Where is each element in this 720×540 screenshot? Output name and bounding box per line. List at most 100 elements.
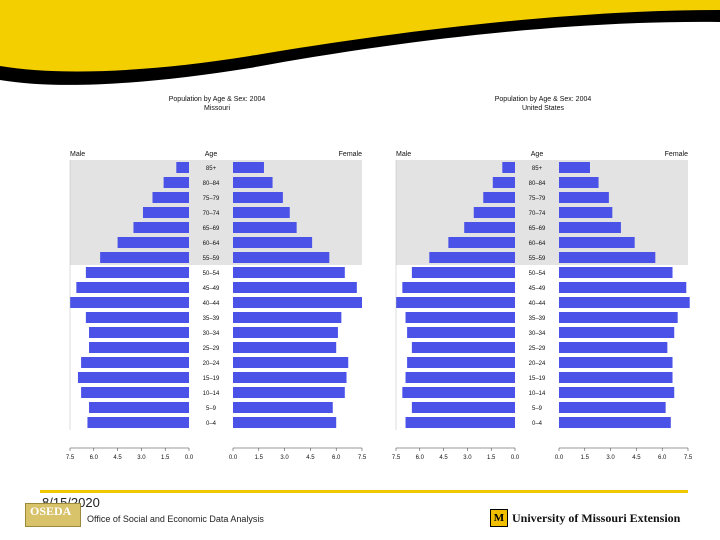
female-bar [559,222,621,233]
age-group-label: 30–34 [529,331,546,337]
older-age-band [396,160,688,265]
male-bar [81,387,189,398]
male-bar [89,327,189,338]
male-bar [176,162,189,173]
female-label: Female [665,151,688,158]
x-tick-label: 7.5 [358,455,367,461]
male-bar [89,342,189,353]
female-bar [233,417,337,428]
x-tick-label: 1.5 [581,455,590,461]
x-tick-label: 3.0 [463,455,472,461]
female-bar [233,402,333,413]
female-bar [233,252,330,263]
chart-title-text: Population by Age & Sex: 2004 [494,96,592,103]
female-bar [233,177,273,188]
university-name: University of Missouri Extension [512,510,681,525]
age-group-label: 65–69 [529,226,546,232]
female-bar [559,327,675,338]
age-group-label: 55–59 [529,256,546,262]
male-bar [429,252,515,263]
male-bar [411,267,515,278]
male-bar [89,402,189,413]
age-label: Age [205,151,218,158]
x-tick-label: 7.5 [66,455,75,461]
male-bar [448,237,515,248]
footer-divider [40,490,688,493]
male-bar [502,162,515,173]
age-group-label: 25–29 [529,346,546,352]
age-group-label: 80–84 [529,181,546,187]
male-bar [402,282,515,293]
age-group-label: 10–14 [529,391,546,397]
x-tick-label: 1.5 [161,455,170,461]
male-bar [402,387,515,398]
female-label: Female [339,151,362,158]
female-bar [233,237,313,248]
male-bar [407,327,515,338]
x-tick-label: 1.5 [255,455,264,461]
age-group-label: 45–49 [529,286,546,292]
age-group-label: 85+ [206,166,217,172]
male-bar [405,417,515,428]
female-bar [559,207,613,218]
male-bar [163,177,189,188]
male-bar [407,357,515,368]
banner-yellow-swoosh [0,0,720,72]
male-bar [100,252,189,263]
male-bar [87,417,189,428]
age-group-label: 55–59 [203,256,220,262]
female-bar [233,282,357,293]
male-bar [142,207,189,218]
female-bar [559,162,590,173]
age-group-label: 40–44 [203,301,220,307]
age-group-label: 20–24 [203,361,220,367]
age-group-label: 20–24 [529,361,546,367]
age-group-label: 70–74 [529,211,546,217]
female-bar [559,372,673,383]
female-bar [233,312,342,323]
age-group-label: 65–69 [203,226,220,232]
male-bar [81,357,189,368]
x-tick-label: 0.0 [555,455,564,461]
um-mark-icon: M [490,509,508,527]
x-tick-label: 0.0 [511,455,520,461]
age-group-label: 35–39 [203,316,220,322]
age-group-label: 40–44 [529,301,546,307]
age-group-label: 5–9 [532,406,543,412]
male-bar [411,342,515,353]
x-tick-label: 1.5 [487,455,496,461]
x-tick-label: 3.0 [280,455,289,461]
missouri-pyramid-chart: Population by Age & Sex: 2004 Missouri M… [62,95,372,475]
male-bar [133,222,189,233]
female-bar [233,297,362,308]
x-tick-label: 0.0 [185,455,194,461]
age-group-label: 10–14 [203,391,220,397]
oseda-logo: OSEDA [25,503,81,527]
x-tick-label: 7.5 [392,455,401,461]
male-bar [405,372,515,383]
age-group-label: 85+ [532,166,543,172]
age-group-label: 25–29 [203,346,220,352]
female-bar [559,417,671,428]
age-group-label: 15–19 [203,376,220,382]
x-tick-label: 4.5 [632,455,641,461]
female-bar [233,342,337,353]
female-bar [559,282,687,293]
male-bar [77,372,189,383]
female-bar [233,222,297,233]
male-bar [85,312,189,323]
header-banner [0,0,720,85]
female-bar [559,237,635,248]
x-tick-label: 6.0 [90,455,99,461]
female-bar [233,387,345,398]
female-bar [233,162,264,173]
female-bar [559,177,599,188]
age-group-label: 0–4 [206,421,217,427]
age-group-label: 60–64 [203,241,220,247]
x-tick-label: 3.0 [137,455,146,461]
female-bar [233,357,349,368]
age-group-label: 30–34 [203,331,220,337]
chart-title: Population by Age & Sex: 2004 United Sta… [388,95,698,113]
male-bar [464,222,515,233]
x-tick-label: 6.0 [658,455,667,461]
